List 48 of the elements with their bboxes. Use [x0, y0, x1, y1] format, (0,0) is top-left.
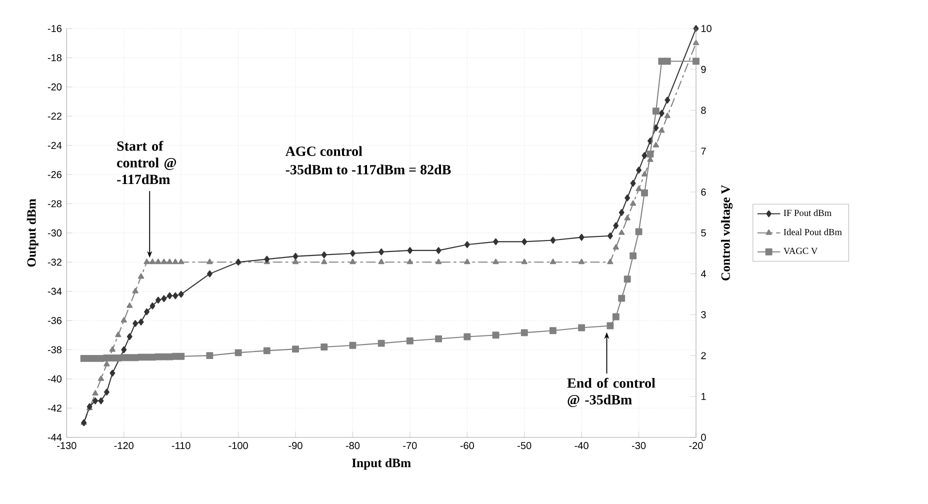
- y-tick-label: -26: [48, 170, 62, 178]
- legend-label: VAGC V: [784, 248, 818, 254]
- x-tick-label: -90: [288, 442, 302, 450]
- y-tick-label: -32: [48, 258, 62, 266]
- y-tick-label: -22: [48, 112, 62, 120]
- y-tick-label: -38: [48, 346, 62, 354]
- legend-label: Ideal Pout dBm: [784, 228, 842, 236]
- y2-tick-label: 10: [701, 24, 712, 32]
- annotation: End of control @ -35dBm: [567, 378, 656, 407]
- annotation: Start of control @ -117dBm: [117, 140, 176, 184]
- y2-tick-label: 3: [701, 311, 706, 318]
- y2-tick-label: 6: [701, 188, 706, 196]
- y2-tick-label: 8: [701, 106, 706, 114]
- y2-tick-label: 7: [701, 148, 706, 155]
- x-tick-label: -20: [689, 442, 703, 450]
- x-tick-label: -40: [574, 442, 588, 450]
- y-tick-label: -34: [48, 288, 62, 295]
- y2-tick-label: 9: [701, 66, 706, 73]
- y2-tick-label: 4: [700, 270, 706, 278]
- y2-tick-label: 1: [701, 393, 706, 400]
- legend-label: IF Pout dBm: [784, 210, 832, 216]
- x-tick-label: -130: [57, 442, 76, 450]
- annotation: -35dBm to -117dBm = 82dB: [286, 164, 451, 174]
- y2-tick-label: 0: [701, 434, 706, 441]
- x-tick-label: -80: [346, 442, 360, 450]
- y-tick-label: -24: [48, 142, 62, 149]
- y-axis-title: Output dBm: [26, 198, 38, 267]
- x-tick-label: -120: [114, 442, 134, 450]
- y2-tick-label: 5: [701, 229, 706, 236]
- y2-tick-label: 2: [701, 352, 706, 360]
- y-tick-label: -20: [48, 83, 62, 90]
- x-tick-label: -100: [228, 442, 248, 450]
- x-tick-label: -110: [172, 442, 190, 450]
- y2-axis-title: Control voltage V: [721, 184, 733, 280]
- y-tick-label: -42: [48, 404, 62, 412]
- annotation: AGC control: [285, 146, 362, 156]
- x-tick-label: -30: [632, 442, 646, 450]
- y-tick-label: -30: [48, 229, 62, 236]
- y-tick-label: -18: [48, 54, 62, 62]
- y-tick-label: -28: [48, 200, 62, 208]
- y-tick-label: -36: [48, 316, 62, 324]
- x-tick-label: -60: [460, 442, 474, 450]
- y-tick-label: -44: [48, 434, 62, 441]
- x-tick-label: -70: [403, 442, 417, 450]
- x-axis-title: Input dBm: [352, 458, 411, 470]
- x-tick-label: -50: [518, 442, 532, 450]
- y-tick-label: -16: [48, 24, 62, 32]
- y-tick-label: -40: [48, 375, 62, 382]
